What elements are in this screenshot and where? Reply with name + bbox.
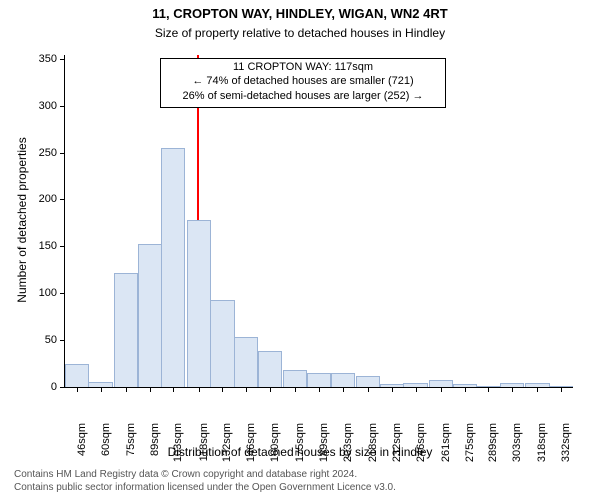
chart-title-sub: Size of property relative to detached ho…	[0, 26, 600, 40]
histogram-bar	[331, 373, 355, 387]
footer-line2: Contains public sector information licen…	[14, 482, 600, 495]
ytick-mark	[60, 246, 65, 247]
x-axis-label: Distribution of detached houses by size …	[0, 445, 600, 459]
xtick-mark	[199, 387, 200, 392]
plot-area: 11 CROPTON WAY: 117sqm ← 74% of detached…	[64, 55, 573, 388]
ytick-mark	[60, 340, 65, 341]
annotation-line3: 26% of semi-detached houses are larger (…	[163, 89, 443, 103]
xtick-mark	[150, 387, 151, 392]
ytick-label: 300	[25, 100, 57, 112]
xtick-mark	[561, 387, 562, 392]
histogram-bar	[187, 220, 211, 387]
xtick-mark	[270, 387, 271, 392]
ytick-label: 50	[25, 334, 57, 346]
histogram-bar	[234, 337, 258, 387]
annotation-line1: 11 CROPTON WAY: 117sqm	[163, 60, 443, 74]
ytick-label: 250	[25, 147, 57, 159]
ytick-mark	[60, 387, 65, 388]
xtick-mark	[222, 387, 223, 392]
ytick-mark	[60, 293, 65, 294]
footer-line1: Contains HM Land Registry data © Crown c…	[14, 469, 600, 482]
ytick-label: 150	[25, 240, 57, 252]
histogram-bar	[161, 148, 185, 387]
xtick-mark	[512, 387, 513, 392]
ytick-label: 350	[25, 53, 57, 65]
ytick-mark	[60, 199, 65, 200]
histogram-bar	[138, 244, 162, 387]
xtick-mark	[488, 387, 489, 392]
histogram-bar	[210, 300, 234, 387]
xtick-mark	[126, 387, 127, 392]
histogram-bar	[307, 373, 331, 387]
xtick-mark	[343, 387, 344, 392]
xtick-mark	[101, 387, 102, 392]
xtick-mark	[173, 387, 174, 392]
histogram-bar	[356, 376, 380, 387]
xtick-mark	[77, 387, 78, 392]
xtick-mark	[246, 387, 247, 392]
ytick-mark	[60, 153, 65, 154]
xtick-mark	[319, 387, 320, 392]
xtick-mark	[392, 387, 393, 392]
histogram-bar	[429, 380, 453, 388]
annotation-line2: ← 74% of detached houses are smaller (72…	[163, 74, 443, 88]
xtick-mark	[368, 387, 369, 392]
annotation-box: 11 CROPTON WAY: 117sqm ← 74% of detached…	[160, 58, 446, 108]
xtick-mark	[416, 387, 417, 392]
ytick-mark	[60, 59, 65, 60]
xtick-mark	[295, 387, 296, 392]
xtick-mark	[465, 387, 466, 392]
histogram-bar	[114, 273, 138, 387]
ytick-label: 200	[25, 193, 57, 205]
ytick-label: 100	[25, 287, 57, 299]
ytick-label: 0	[25, 381, 57, 393]
histogram-bar	[258, 351, 282, 387]
chart-container: 11, CROPTON WAY, HINDLEY, WIGAN, WN2 4RT…	[0, 0, 600, 500]
histogram-bar	[65, 364, 89, 387]
ytick-mark	[60, 106, 65, 107]
xtick-mark	[537, 387, 538, 392]
xtick-mark	[441, 387, 442, 392]
chart-title-main: 11, CROPTON WAY, HINDLEY, WIGAN, WN2 4RT	[0, 6, 600, 21]
histogram-bar	[283, 370, 307, 387]
footer-attribution: Contains HM Land Registry data © Crown c…	[0, 469, 600, 494]
